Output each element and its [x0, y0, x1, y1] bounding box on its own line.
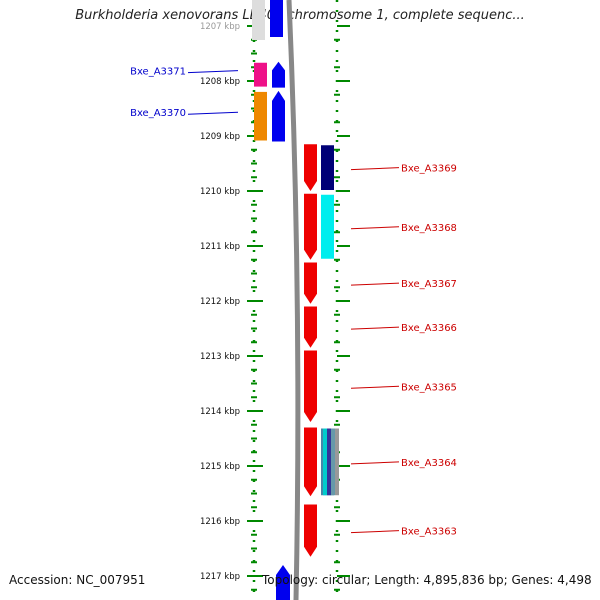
label-leader: [350, 326, 400, 330]
gene-bxe-a3369[interactable]: Bxe_A3369: [304, 144, 457, 191]
cog-bar: [254, 91, 267, 141]
cog-bar: [321, 145, 334, 190]
gene-features[interactable]: Bxe_A3371 Bxe_A3370 Bxe_A3369 Bxe_A3368 Bxe_…: [130, 61, 457, 557]
gene-label[interactable]: Bxe_A3364: [401, 458, 457, 469]
ruler-label: 1208 kbp: [200, 77, 240, 87]
ruler-label: 1207 kbp: [200, 22, 240, 32]
gene-arrow[interactable]: [304, 427, 317, 497]
gene-arrow[interactable]: [304, 504, 317, 557]
ruler-label: 1212 kbp: [200, 297, 240, 307]
gene-bxe-a3371[interactable]: Bxe_A3371: [130, 61, 285, 88]
label-leader: [350, 282, 400, 286]
gene-arrow[interactable]: [272, 90, 285, 142]
ruler-label: 1213 kbp: [200, 352, 240, 362]
gene-label[interactable]: Bxe_A3363: [401, 527, 457, 538]
gene-label[interactable]: Bxe_A3365: [401, 382, 457, 393]
label-leader: [350, 226, 400, 230]
cog-stripe: [323, 428, 327, 496]
gene-arrow[interactable]: [304, 144, 317, 191]
ruler-label: 1211 kbp: [200, 242, 240, 252]
ruler-label: 1210 kbp: [200, 187, 240, 197]
gene-label[interactable]: Bxe_A3367: [401, 279, 457, 290]
ruler-label: 1217 kbp: [200, 572, 240, 582]
cog-stripe: [331, 428, 335, 496]
ruler-label: 1209 kbp: [200, 132, 240, 142]
dotted-ruler-right: [334, 0, 350, 600]
label-leader: [350, 385, 400, 389]
label-leader: [350, 530, 400, 534]
ruler-label: 1214 kbp: [200, 407, 240, 417]
gene-bxe-a3367[interactable]: Bxe_A3367: [304, 262, 457, 304]
gene-arrow[interactable]: [304, 350, 317, 423]
label-leader: [187, 111, 239, 115]
map-title: Burkholderia xenovorans LB400 chromosome…: [75, 8, 525, 23]
ruler-labels: 1207 kbp 1208 kbp 1209 kbp 1210 kbp 1211 kbp…: [200, 22, 240, 582]
gene-label[interactable]: Bxe_A3368: [401, 223, 457, 234]
gene-bxe-a3363[interactable]: Bxe_A3363: [304, 504, 457, 557]
label-leader: [350, 167, 400, 171]
gene-bxe-a3365[interactable]: Bxe_A3365: [304, 350, 457, 423]
cog-bar: [321, 194, 334, 259]
partial-feature-bottom: [276, 565, 290, 600]
gene-bxe-a3370[interactable]: Bxe_A3370: [130, 90, 285, 142]
gene-arrow[interactable]: [272, 61, 285, 88]
gene-label[interactable]: Bxe_A3371: [130, 67, 186, 78]
gene-label[interactable]: Bxe_A3369: [401, 164, 457, 175]
cog-stripe: [335, 428, 339, 496]
gene-bxe-a3368[interactable]: Bxe_A3368: [304, 193, 457, 260]
chromosome-backbone: [286, 0, 301, 600]
cog-stripe: [327, 428, 331, 496]
gene-arrow[interactable]: [304, 306, 317, 348]
cog-bar: [254, 62, 267, 87]
dotted-ruler-left: [247, 0, 263, 600]
label-leader: [187, 70, 239, 74]
ruler-label: 1216 kbp: [200, 517, 240, 527]
gene-bxe-a3366[interactable]: Bxe_A3366: [304, 306, 457, 348]
gene-label[interactable]: Bxe_A3366: [401, 323, 457, 334]
label-leader: [350, 461, 400, 465]
gene-arrow[interactable]: [304, 193, 317, 260]
ruler-label: 1215 kbp: [200, 462, 240, 472]
partial-feature-top: [252, 0, 283, 40]
gene-label[interactable]: Bxe_A3370: [130, 108, 186, 119]
gene-arrow[interactable]: [304, 262, 317, 304]
accession-label: Accession: NC_007951: [9, 573, 146, 587]
genome-summary: Topology: circular; Length: 4,895,836 bp…: [262, 573, 592, 587]
